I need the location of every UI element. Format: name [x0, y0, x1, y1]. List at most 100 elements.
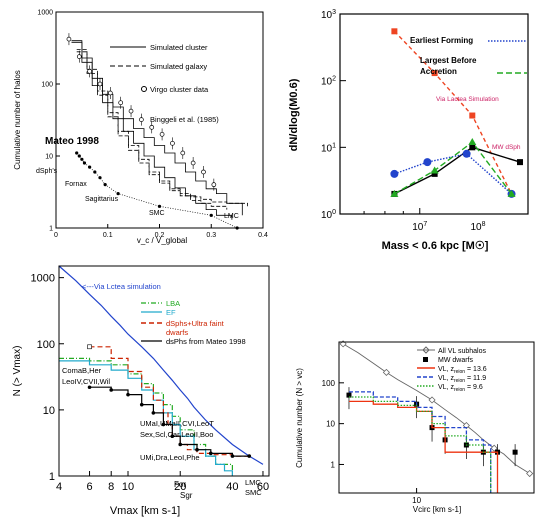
vmax-function-chart: 4 6 8 10 20 40 60 1 10 100 1000 N (> Vmax) Vmax [k…: [12, 265, 270, 517]
x-tick-label: 8: [108, 481, 114, 493]
annotation-sex: Sex,Scl,Car,LeoII,Boo: [140, 430, 213, 439]
x-tick-label: 108: [470, 221, 485, 233]
legend-simulated-galaxy: Simulated galaxy: [150, 62, 207, 71]
legend-box: All VL subhalos MW dwarfs VL, zreion = 1…: [417, 346, 487, 393]
y-tick-label: 102: [321, 76, 336, 88]
x-tick-label: 40: [226, 481, 238, 493]
mateo-point: [195, 447, 199, 452]
data-point: [431, 70, 438, 77]
ultra-faint-marker: [87, 344, 92, 350]
data-point: [390, 169, 399, 178]
data-point: [423, 158, 432, 167]
x-tick-label: 0.3: [206, 232, 216, 239]
plot-frame: [338, 341, 535, 494]
annotation-smc: SMC: [245, 488, 262, 497]
halo-count-chart: 0 0.1 0.2 0.3 0.4 1 10 100 1000 Cumulative numbe…: [13, 10, 268, 246]
x-tick-label: 0.2: [155, 232, 165, 239]
mateo-point: [178, 442, 183, 447]
legend-ef: EF: [166, 308, 176, 317]
mateo-label: Mateo 1998: [45, 136, 99, 147]
data-point: [462, 149, 471, 158]
vcirc-function-chart: 10 1 10 100 Cumulative number (N > vc) Vcir…: [295, 340, 535, 514]
sagittarius-label: Sagittarius: [85, 196, 119, 203]
y-tick-label: 103: [321, 9, 336, 21]
smc-label: SMC: [149, 210, 165, 217]
y-tick-label: 10: [43, 405, 55, 417]
legend-marker-all: [422, 346, 430, 354]
data-point: [507, 189, 516, 197]
legend-largest-line2: Accretion: [420, 67, 457, 76]
data-point: [390, 189, 399, 197]
y-tick-label: 101: [321, 142, 336, 154]
data-point: [469, 144, 476, 151]
x-tick-label: 10: [412, 496, 421, 505]
y-tick-label: 100: [322, 379, 336, 388]
subhalo-marker: [526, 469, 534, 478]
series-line-2: [76, 49, 248, 207]
series-line-3: [76, 51, 228, 210]
mateo-point: [87, 385, 92, 390]
mateo-point: [116, 192, 120, 196]
mateo-point: [93, 170, 97, 174]
subhalo-marker: [339, 340, 347, 348]
y-tick-label: 1: [331, 460, 336, 469]
y-tick-label: 1000: [31, 273, 55, 285]
y-tick-label: 100: [37, 339, 55, 351]
legend-mw: MW dwarfs: [438, 357, 474, 364]
mw-dwarf-point: [512, 449, 518, 455]
legend-simulated-cluster: Simulated cluster: [150, 43, 208, 52]
plot-frame: [55, 11, 264, 229]
mateo-point: [82, 161, 87, 165]
lmc-label: LMC: [224, 213, 239, 220]
series-line-4: [349, 396, 492, 493]
virgo-point: [201, 169, 206, 175]
legend-lba: LBA: [166, 299, 180, 308]
mw-dwarf-point: [346, 392, 352, 398]
virgo-point: [190, 160, 196, 166]
subhalo-marker: [490, 444, 498, 452]
fornax-label: Fornax: [65, 181, 87, 188]
plot-frame: [339, 13, 529, 215]
virgo-point: [139, 117, 144, 122]
x-tick-label: 4: [56, 481, 62, 493]
series-line-0: [58, 265, 264, 465]
legend-vl136: VL, zreion = 13.6: [438, 366, 487, 375]
x-tick-label: 0.4: [258, 232, 268, 239]
virgo-point: [170, 140, 175, 146]
y-tick-label: 100: [41, 82, 53, 89]
mateo-point: [103, 183, 107, 187]
x-tick-label: 20: [174, 481, 186, 493]
annotation-comab: ComaB,Her: [62, 366, 102, 375]
x-axis-label: Mass < 0.6 kpc [M☉]: [382, 240, 489, 252]
mateo-point: [170, 434, 175, 438]
x-tick-label: 0: [54, 232, 58, 239]
series-line-2: [349, 400, 499, 493]
virgo-point: [87, 68, 92, 74]
annotation-sgr: Sgr: [180, 491, 193, 500]
series-line-all: [342, 343, 530, 474]
y-tick-label: 1: [49, 226, 53, 233]
mateo-line: [76, 152, 238, 229]
virgo-point: [211, 182, 217, 188]
mateo-point: [88, 165, 92, 169]
data-point: [468, 138, 477, 146]
vmax-function-panel: 4 6 8 10 20 40 60 1 10 100 1000 N (> Vmax) Vmax [k…: [0, 261, 275, 522]
data-point: [516, 159, 523, 166]
y-tick-label: 100: [321, 209, 336, 221]
legend-marker-virgo: [141, 86, 147, 92]
legend-mateo: dsPhs from Mateo 1998: [166, 337, 246, 346]
mateo-point: [126, 392, 130, 397]
mateo-point: [157, 204, 162, 208]
annotation-for: For: [174, 480, 186, 489]
legend-all: All VL subhalos: [438, 348, 486, 355]
series-line-4: [89, 386, 250, 457]
virgo-point: [180, 150, 186, 156]
series-line-2: [59, 360, 233, 476]
virgo-point: [128, 108, 134, 114]
x-tick-label: 6: [86, 481, 92, 493]
mateo-point: [230, 454, 235, 458]
data-point: [430, 166, 439, 174]
legend-vl119: VL, zreion = 11.9: [438, 375, 486, 384]
legend-via-lactea: Via Lactea Simulation: [436, 96, 499, 103]
series-line-1: [71, 41, 233, 220]
